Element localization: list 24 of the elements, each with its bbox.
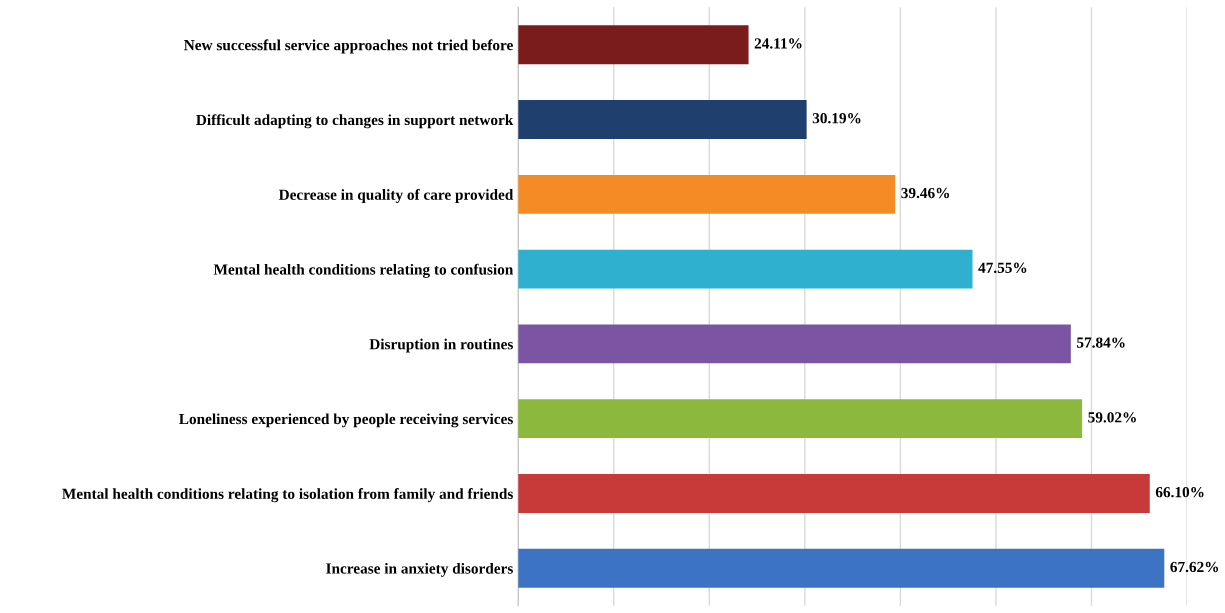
data-label: 24.11% bbox=[754, 38, 802, 49]
y-tick-label: Difficult adapting to changes in support network bbox=[196, 114, 514, 129]
data-label: 57.84% bbox=[1077, 337, 1125, 348]
y-tick-label: Loneliness experienced by people receiving services bbox=[179, 413, 513, 428]
bar bbox=[518, 548, 1165, 588]
data-label: 59.02% bbox=[1088, 412, 1136, 423]
data-label: 66.10% bbox=[1155, 486, 1204, 498]
y-tick-label: Mental health conditions relating to confusion bbox=[213, 263, 514, 278]
data-label: 47.55% bbox=[978, 262, 1027, 273]
bar bbox=[518, 25, 749, 65]
y-tick-label: Mental health conditions relating to isolation from family and friends bbox=[62, 488, 513, 503]
bar bbox=[518, 174, 896, 214]
data-label: 67.62% bbox=[1170, 561, 1219, 573]
bar bbox=[518, 324, 1071, 364]
bar bbox=[518, 100, 807, 139]
data-label: 30.19% bbox=[812, 113, 861, 124]
y-tick-label: Increase in anxiety disorders bbox=[326, 562, 513, 577]
bar bbox=[518, 249, 973, 289]
bar bbox=[518, 474, 1150, 513]
bar bbox=[518, 399, 1083, 439]
y-tick-label: New successful service approaches not tried before bbox=[184, 39, 513, 54]
y-tick-label: Decrease in quality of care provided bbox=[278, 188, 514, 203]
y-tick-label: Disruption in routines bbox=[369, 338, 513, 353]
data-label: 39.46% bbox=[901, 187, 949, 199]
